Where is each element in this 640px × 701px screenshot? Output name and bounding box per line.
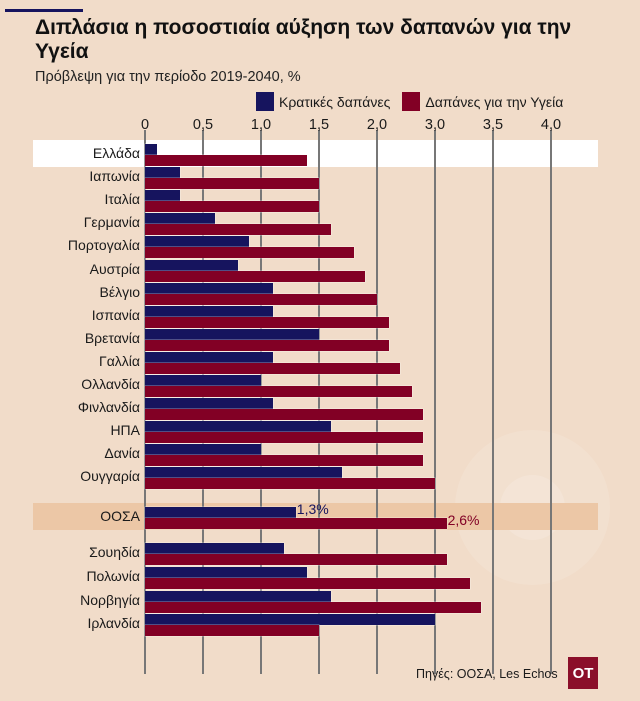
bar-state <box>145 591 331 602</box>
category-label: Ιαπωνία <box>89 168 140 185</box>
bar-state <box>145 259 238 271</box>
category-label: Ουγγαρία <box>80 468 140 485</box>
x-tick-label: 0 <box>140 117 150 133</box>
x-tick-label: 0,5 <box>192 117 214 133</box>
source-note: Πηγές: ΟΟΣΑ, Les Echos <box>416 667 558 681</box>
bar-state <box>145 282 273 294</box>
bar-health <box>145 339 389 351</box>
legend-swatch-health <box>402 92 421 111</box>
x-tick-label: 3,5 <box>482 117 504 133</box>
data-label: 1,3% <box>296 501 329 517</box>
bar-state <box>145 190 180 202</box>
x-tick-label: 2,0 <box>366 117 388 133</box>
category-label: Γαλλία <box>98 352 140 369</box>
legend-label-health: Δαπάνες για την Υγεία <box>425 93 564 110</box>
category-label: Γερμανία <box>83 214 140 231</box>
bar-state <box>145 614 435 625</box>
bar-health <box>145 625 319 636</box>
bar-health <box>145 155 308 166</box>
bar-health <box>145 270 366 282</box>
chart-subtitle: Πρόβλεψη για την περίοδο 2019-2040, % <box>35 69 301 85</box>
category-label: Ισπανία <box>91 306 140 323</box>
category-label: ΗΠΑ <box>110 422 140 439</box>
bar-state <box>145 236 250 248</box>
bar-health <box>145 201 319 213</box>
bar-health <box>145 247 354 259</box>
bar-health <box>145 432 424 444</box>
category-label: Πορτογαλία <box>67 237 140 254</box>
category-label: Αυστρία <box>89 260 140 277</box>
bar-health <box>145 455 424 467</box>
bar-state <box>145 351 273 363</box>
bar-state <box>145 567 308 578</box>
bar-health <box>145 224 331 236</box>
bar-state <box>145 507 296 518</box>
gridline <box>550 130 552 674</box>
bar-health <box>145 386 412 397</box>
category-label: Νορβηγία <box>80 592 140 608</box>
category-label: Σουηδία <box>89 544 140 560</box>
bar-state <box>145 398 273 410</box>
bar-state <box>145 375 261 386</box>
x-tick-label: 4,0 <box>540 117 562 133</box>
chart-title: Διπλάσια η ποσοστιαία αύξηση των δαπανών… <box>35 16 572 63</box>
category-label: Βρετανία <box>84 329 140 346</box>
bar-state <box>145 421 331 433</box>
highlight-band-0 <box>33 140 598 167</box>
bar-health <box>145 316 389 328</box>
bar-state <box>145 467 343 479</box>
bar-health <box>145 554 447 565</box>
category-label: Δανία <box>104 445 140 462</box>
bar-health <box>145 293 377 305</box>
gridline <box>434 130 436 674</box>
bar-state <box>145 167 180 179</box>
bar-health <box>145 578 470 589</box>
bar-state <box>145 444 261 456</box>
ot-logo: ΟΤ <box>568 657 598 689</box>
x-tick-label: 1,0 <box>250 117 272 133</box>
category-label: ΟΟΣΑ <box>100 508 140 524</box>
bar-health <box>145 478 435 490</box>
legend: Κρατικές δαπάνες Δαπάνες για την Υγεία <box>256 92 563 111</box>
x-tick-label: 1,5 <box>308 117 330 133</box>
legend-swatch-state <box>256 92 274 111</box>
category-label: Φινλανδία <box>77 399 140 416</box>
bar-state <box>145 144 157 155</box>
bar-state <box>145 543 285 554</box>
bar-health <box>145 409 424 421</box>
bar-health <box>145 518 447 529</box>
gridline <box>376 130 378 674</box>
gridline <box>492 130 494 674</box>
data-label: 2,6% <box>447 512 480 528</box>
bar-state <box>145 213 215 225</box>
bar-health <box>145 362 401 374</box>
accent-line <box>5 9 83 12</box>
bar-health <box>145 602 482 613</box>
legend-label-state: Κρατικές δαπάνες <box>279 93 391 110</box>
category-label: Ελλάδα <box>92 145 140 161</box>
category-label: Ολλανδία <box>81 376 140 392</box>
bar-state <box>145 305 273 317</box>
category-label: Βέλγιο <box>99 283 140 300</box>
category-label: Ιταλία <box>104 191 140 208</box>
bar-health <box>145 178 319 190</box>
bar-state <box>145 328 319 340</box>
gridline <box>318 130 320 674</box>
category-label: Πολωνία <box>86 568 140 584</box>
x-tick-label: 3,0 <box>424 117 446 133</box>
category-label: Ιρλανδία <box>87 615 140 631</box>
